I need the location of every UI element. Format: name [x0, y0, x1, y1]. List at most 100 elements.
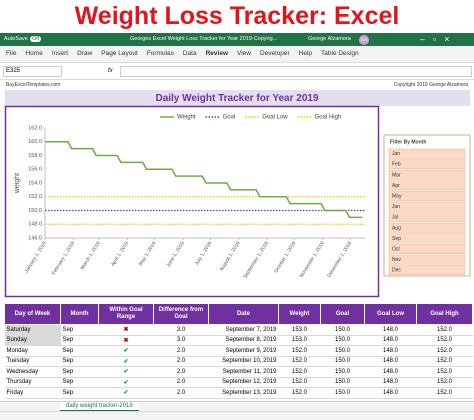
table-cell: Sep: [60, 377, 99, 388]
slicer-item-label: Mar: [392, 172, 401, 178]
document-name: Georges Excel Weight Loss Tracker for Ye…: [130, 36, 278, 42]
slicer-item[interactable]: [388, 180, 466, 191]
table-cell: Sep: [60, 387, 99, 399]
column-header: Month: [60, 303, 99, 325]
autosave-label[interactable]: AutoSave: [4, 36, 28, 42]
sheet-tab[interactable]: daily weight tracker-2019: [60, 402, 139, 411]
slicer-item[interactable]: [388, 244, 466, 254]
table-cell: Thursday: [4, 377, 61, 388]
slicer-item[interactable]: [388, 159, 466, 170]
formula-input[interactable]: [120, 66, 472, 77]
fx-label: fx: [108, 68, 113, 74]
table-cell: 152.0: [416, 356, 473, 367]
slicer-item[interactable]: [388, 212, 466, 223]
banner-title: Weight Loss Tracker: Excel: [74, 2, 400, 30]
data-table: Day of Week Month Within Goal Range Differe…: [4, 303, 473, 399]
ribbon-tab[interactable]: Home: [25, 50, 43, 57]
table-row: Tuesday Sep ✔ 2.0 September 10, 2019 152.0 150…: [4, 356, 473, 367]
table-cell: Sep: [60, 366, 99, 378]
ribbon-tab[interactable]: Formulas: [146, 50, 174, 57]
table-cell: 3.0: [153, 324, 209, 336]
table-cell: 150.0: [320, 345, 365, 357]
ribbon-tab[interactable]: Table Design: [321, 50, 359, 57]
table-row: Friday Sep ✔ 2.0 September 13, 2019 152.0 150.…: [4, 387, 473, 399]
table-cell: ✖: [98, 324, 154, 336]
column-header: Within Goal Range: [98, 303, 154, 325]
name-box[interactable]: E325: [3, 66, 62, 77]
ribbon-tab[interactable]: Page Layout: [101, 50, 138, 57]
table-cell: 152.0: [416, 324, 473, 336]
y-tick-label: 146.0: [28, 235, 42, 241]
slicer-title: Filter By Month: [390, 139, 426, 145]
slicer-item-label: Jan: [392, 151, 400, 157]
chart: Daily Weight Tracker for Year 2019 weigh…: [4, 90, 471, 298]
table-cell: 150.0: [320, 377, 365, 388]
formula-bar: E325 fx: [0, 63, 474, 80]
table-cell: September 11, 2019: [208, 366, 279, 378]
slicer-item[interactable]: [388, 148, 466, 159]
sheet-header: BuyExcelTemplates.com Copyright 2019 Geo…: [0, 80, 474, 89]
ribbon-tab[interactable]: Developer: [260, 50, 290, 57]
ribbon-tab[interactable]: Insert: [51, 50, 69, 57]
y-tick-label: 156.0: [28, 167, 42, 173]
user-avatar[interactable]: GA: [359, 34, 369, 45]
table-header: Day of Week Month Within Goal Range Differe…: [4, 303, 473, 325]
table-cell: ✔: [98, 345, 154, 357]
table-row: Monday Sep ✔ 2.0 September 9, 2019 152.0 150.0…: [4, 345, 473, 357]
legend-label: Goal Low: [262, 115, 288, 121]
slicer-item[interactable]: [388, 191, 466, 201]
table-cell: 152.0: [416, 335, 473, 346]
table-cell: 148.0: [364, 356, 417, 367]
status-bar: [0, 411, 474, 420]
autosave-toggle[interactable]: Off: [30, 35, 42, 42]
table-cell: 150.0: [320, 335, 365, 346]
window-controls[interactable]: –▫×: [420, 34, 458, 44]
y-tick-label: 158.0: [28, 153, 42, 159]
ribbon-tab[interactable]: Draw: [77, 50, 93, 57]
slicer-item[interactable]: [388, 169, 466, 180]
y-tick-label: 152.0: [28, 194, 42, 200]
table-cell: Tuesday: [4, 356, 61, 367]
table-cell: Sunday: [4, 335, 61, 346]
slicer-item[interactable]: [388, 222, 466, 233]
table-cell: 2.0: [153, 366, 209, 378]
ribbon-tab[interactable]: Data: [182, 50, 197, 57]
table-cell: 2.0: [153, 345, 209, 357]
slicer-item-label: Sep: [392, 236, 401, 242]
table-cell: 2.0: [153, 377, 209, 388]
slicer-item[interactable]: [388, 201, 466, 212]
table-cell: 152.0: [416, 345, 473, 357]
table-cell: September 9, 2019: [208, 345, 279, 357]
site-text: BuyExcelTemplates.com: [6, 82, 61, 88]
table-cell: September 10, 2019: [208, 356, 279, 367]
table-row: Wednesday Sep ✔ 2.0 September 11, 2019 152.0 1…: [4, 366, 473, 378]
table-cell: 150.0: [320, 356, 365, 367]
legend-label: Weight: [177, 115, 196, 121]
slicer-item-label: Nov: [392, 257, 401, 263]
ribbon-tab[interactable]: Review: [205, 50, 229, 57]
ribbon-tab[interactable]: View: [237, 50, 251, 57]
table-cell: 152.0: [278, 377, 321, 388]
table-cell: 148.0: [364, 377, 417, 388]
table-cell: 148.0: [364, 345, 417, 357]
column-header: Weight: [278, 303, 321, 325]
slicer-item[interactable]: [388, 254, 466, 265]
table-row: Saturday Sep ✖ 3.0 September 7, 2019 153.0 150…: [4, 324, 473, 336]
user-name[interactable]: George Alzamora: [308, 36, 351, 42]
slicer-item-label: Aug: [392, 225, 401, 231]
slicer-item[interactable]: [388, 265, 466, 276]
table-row: Thursday Sep ✔ 2.0 September 12, 2019 152.0 15…: [4, 377, 473, 388]
table-cell: 152.0: [278, 366, 321, 378]
ribbon-tab[interactable]: Help: [298, 50, 313, 57]
table-cell: 152.0: [416, 387, 473, 399]
table-cell: 2.0: [153, 387, 209, 399]
y-tick-label: 150.0: [28, 208, 42, 214]
slicer-item[interactable]: [388, 233, 466, 244]
table-cell: 2.0: [153, 356, 209, 367]
ribbon-tab[interactable]: File: [6, 50, 17, 57]
slicer-item-label: Feb: [392, 162, 401, 168]
table-cell: September 8, 2019: [208, 335, 279, 346]
table-cell: 150.0: [320, 387, 365, 399]
column-header: Goal High: [416, 303, 473, 325]
slicer-item-label: Oct: [392, 247, 400, 253]
